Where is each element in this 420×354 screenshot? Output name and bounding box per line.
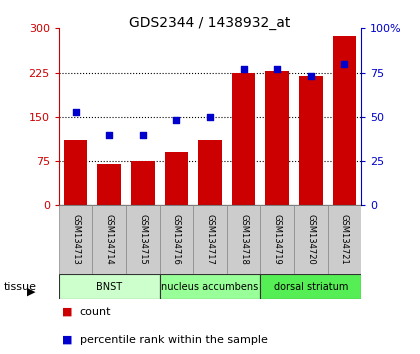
Bar xyxy=(328,205,361,274)
Bar xyxy=(64,141,87,205)
Bar xyxy=(198,141,222,205)
Point xyxy=(106,132,113,137)
Text: GSM134721: GSM134721 xyxy=(340,215,349,265)
Text: GSM134719: GSM134719 xyxy=(273,215,282,265)
Text: nucleus accumbens: nucleus accumbens xyxy=(161,282,259,292)
Point xyxy=(173,118,180,123)
Bar xyxy=(265,71,289,205)
Bar xyxy=(260,274,361,299)
Bar xyxy=(260,205,294,274)
Bar xyxy=(97,164,121,205)
Bar xyxy=(294,205,328,274)
Text: ▶: ▶ xyxy=(27,287,36,297)
Text: GSM134713: GSM134713 xyxy=(71,215,80,265)
Text: GSM134714: GSM134714 xyxy=(105,215,114,265)
Point xyxy=(207,114,213,120)
Text: GSM134718: GSM134718 xyxy=(239,215,248,265)
Text: GSM134716: GSM134716 xyxy=(172,215,181,265)
Bar xyxy=(160,205,193,274)
Point xyxy=(307,73,314,79)
Text: BNST: BNST xyxy=(96,282,122,292)
Bar xyxy=(59,205,92,274)
Text: dorsal striatum: dorsal striatum xyxy=(273,282,348,292)
Bar xyxy=(160,274,260,299)
Point xyxy=(72,109,79,114)
Bar xyxy=(92,205,126,274)
Bar xyxy=(131,161,155,205)
Bar xyxy=(59,274,160,299)
Point xyxy=(139,132,146,137)
Bar xyxy=(227,205,260,274)
Text: GSM134720: GSM134720 xyxy=(306,215,315,265)
Point xyxy=(274,66,281,72)
Bar xyxy=(126,205,160,274)
Text: percentile rank within the sample: percentile rank within the sample xyxy=(80,335,268,345)
Bar xyxy=(165,152,188,205)
Bar xyxy=(193,205,227,274)
Bar xyxy=(299,75,323,205)
Text: GSM134717: GSM134717 xyxy=(205,215,215,265)
Point xyxy=(341,61,348,67)
Text: GSM134715: GSM134715 xyxy=(138,215,147,265)
Text: count: count xyxy=(80,307,111,316)
Bar xyxy=(232,73,255,205)
Point xyxy=(240,66,247,72)
Text: tissue: tissue xyxy=(4,282,37,292)
Bar xyxy=(333,36,356,205)
Text: ■: ■ xyxy=(62,335,73,345)
Text: ■: ■ xyxy=(62,307,73,316)
Text: GDS2344 / 1438932_at: GDS2344 / 1438932_at xyxy=(129,16,291,30)
